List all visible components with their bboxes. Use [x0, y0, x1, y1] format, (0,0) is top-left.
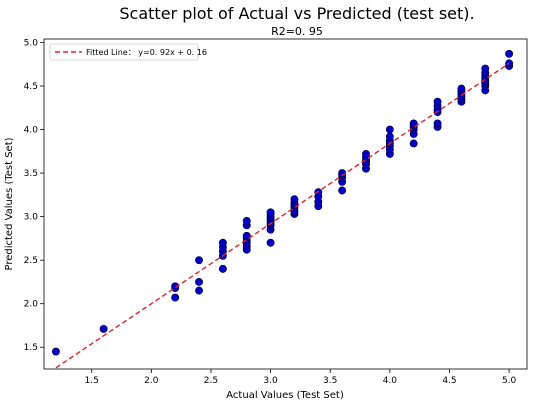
- x-tick-label: 4.5: [442, 376, 456, 386]
- x-tick-label: 2.0: [144, 376, 159, 386]
- x-tick-label: 2.5: [204, 376, 218, 386]
- data-point: [195, 277, 203, 286]
- x-tick-label: 1.5: [85, 376, 99, 386]
- data-point: [195, 256, 203, 265]
- legend-label: Fitted Line： y=0. 92x + 0. 16: [86, 48, 207, 57]
- y-tick-label: 4.5: [24, 82, 38, 92]
- y-tick-label: 1.5: [24, 343, 38, 353]
- x-axis: 1.5 2.0 2.5 3.0 3.5 4.0 4.5 5.0: [85, 369, 517, 386]
- data-point: [242, 217, 251, 225]
- data-point: [195, 286, 203, 295]
- y-axis: 1.5 2.0 2.5 3.0 3.5 4.0 4.5 5.0: [24, 38, 44, 353]
- plot-area: [43, 38, 528, 370]
- data-point: [171, 293, 180, 302]
- data-point: [266, 238, 275, 247]
- y-tick-label: 5.0: [24, 38, 39, 48]
- data-point: [385, 132, 394, 141]
- x-tick-label: 3.5: [323, 376, 337, 386]
- chart-subtitle: R2=0. 95: [271, 25, 323, 38]
- data-points: [51, 49, 514, 356]
- fitted-line: [55, 62, 510, 369]
- data-point: [433, 97, 442, 106]
- legend: Fitted Line： y=0. 92x + 0. 16: [49, 43, 207, 61]
- x-tick-label: 5.0: [502, 376, 517, 386]
- data-point: [338, 186, 347, 195]
- y-tick-label: 3.5: [24, 169, 38, 179]
- y-tick-label: 2.5: [24, 256, 38, 266]
- data-point: [171, 282, 180, 291]
- data-point: [218, 264, 227, 273]
- data-point: [385, 125, 394, 134]
- data-point: [362, 149, 370, 158]
- x-tick-label: 3.0: [263, 376, 278, 386]
- data-point: [409, 139, 418, 148]
- y-tick-label: 4.0: [24, 126, 39, 136]
- x-axis-label: Actual Values (Test Set): [226, 390, 344, 401]
- data-point: [51, 347, 60, 356]
- legend-box: [49, 43, 199, 61]
- data-point: [99, 324, 108, 333]
- chart-title: Scatter plot of Actual vs Predicted (tes…: [119, 4, 474, 23]
- y-axis-label: Predicted Values (Test Set): [4, 137, 15, 270]
- data-point: [505, 49, 514, 58]
- y-tick-label: 3.0: [24, 213, 39, 223]
- data-point: [218, 238, 227, 247]
- data-point: [266, 208, 275, 217]
- data-point: [433, 119, 442, 128]
- y-tick-label: 2.0: [24, 300, 39, 310]
- data-point: [481, 64, 490, 73]
- data-point: [290, 195, 299, 204]
- data-point: [409, 119, 418, 128]
- x-tick-label: 4.0: [383, 376, 398, 386]
- data-point: [457, 84, 466, 93]
